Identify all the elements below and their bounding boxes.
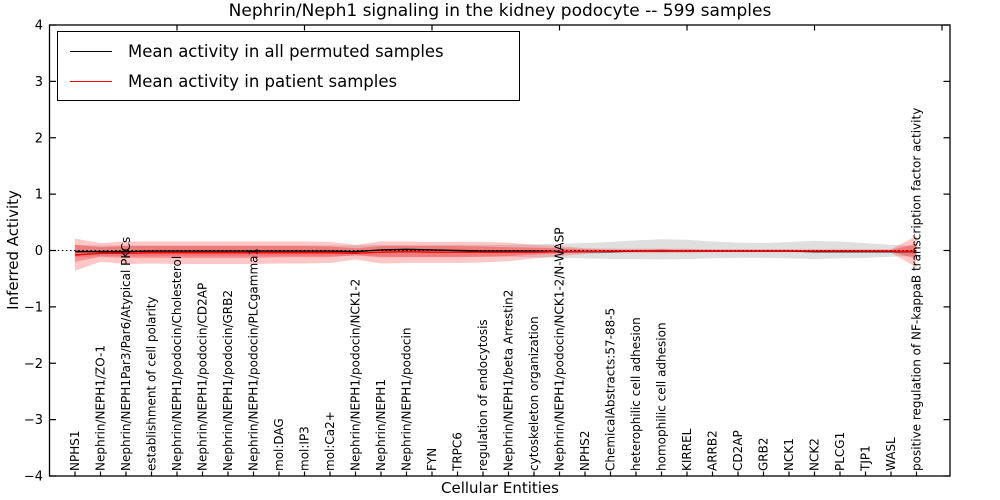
x-tick-label: mol:IP3 [298,426,312,471]
x-tick-label: CD2AP [731,430,745,471]
x-tick-label: Nephrin/NEPH1/podocin/GRB2 [221,290,235,471]
patient-mean-line [74,249,917,256]
x-tick-label: Nephrin/NEPH1/podocin/NCK1-2/N-WASP [553,228,567,471]
x-tick-label: TJP1 [859,445,873,472]
y-tick-label: 3 [35,75,43,90]
y-tick-label: 1 [35,188,43,203]
x-tick-label: Nephrin/NEPH1/podocin/NCK1-2 [349,279,363,471]
x-tick-label: homophilic cell adhesion [655,322,669,471]
y-tick-label: −2 [24,357,43,372]
x-tick-label: establishment of cell polarity [145,296,159,471]
legend: Mean activity in all permuted samples Me… [57,31,520,101]
x-tick-label: Nephrin/NEPH1/podocin [400,328,414,471]
x-tick-label: Nephrin/NEPH1/beta Arrestin2 [502,290,516,471]
x-tick-label: FYN [425,448,439,471]
x-tick-label: NPHS2 [578,431,592,472]
x-tick-label: mol:DAG [272,418,286,471]
y-tick-label: −3 [24,413,43,428]
y-tick-label: 0 [35,244,43,259]
x-tick-label: Nephrin/NEPH1Par3/Par6/Atypical PKCs [119,237,133,471]
x-tick-label: Nephrin/NEPH1/podocin/Cholesterol [170,256,184,471]
chart-title: Nephrin/Neph1 signaling in the kidney po… [228,1,772,21]
x-tick-label: ARRB2 [706,430,720,471]
x-tick-label: ChemicalAbstracts:57-88-5 [604,308,618,471]
legend-label: Mean activity in all permuted samples [128,41,444,61]
x-tick-label: GRB2 [757,437,771,471]
patient-line-swatch [70,80,112,82]
x-tick-label: TRPC6 [451,432,465,472]
patient-std-band-outer [75,235,917,271]
x-tick-label: Nephrin/NEPH1/podocin/PLCgamma1 [247,248,261,471]
x-tick-label: KIRREL [680,428,694,471]
x-axis-label: Cellular Entities [441,479,559,497]
x-tick-label: NCK2 [808,438,822,471]
x-tick-label: PLCG1 [833,432,847,471]
x-tick-label: regulation of endocytosis [476,319,490,471]
legend-item-patient: Mean activity in patient samples [70,68,513,94]
x-tick-label: mol:Ca2+ [323,411,337,471]
y-tick-label: −4 [24,470,43,485]
y-tick-label: −1 [24,300,43,315]
x-tick-label: positive regulation of NF-kappaB transcr… [910,108,924,471]
x-tick-label: Nephrin/NEPH1/ZO-1 [94,345,108,471]
x-tick-label: NPHS1 [68,431,82,472]
x-tick-label: cytoskeleton organization [527,316,541,471]
y-tick-label: 4 [35,19,43,34]
x-tick-label: heterophilic cell adhesion [629,317,643,471]
permuted-line-swatch [70,50,112,52]
x-tick-label: Nephrin/NEPH1 [374,379,388,471]
x-tick-label: Nephrin/NEPH1/podocin/CD2AP [196,283,210,471]
legend-item-permuted: Mean activity in all permuted samples [70,38,513,64]
legend-label: Mean activity in patient samples [128,71,398,91]
x-tick-label: NCK1 [782,438,796,471]
y-tick-label: 2 [35,131,43,146]
permuted-std-band [75,239,917,260]
x-tick-label: WASL [884,437,898,471]
